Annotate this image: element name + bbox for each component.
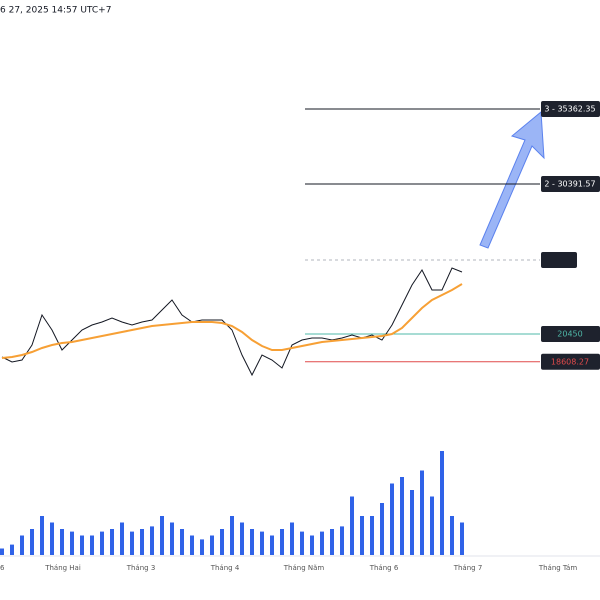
check-box [541,252,577,268]
volume-bar [220,529,224,555]
volume-bar [370,516,374,555]
volume-bar [410,490,414,555]
volume-bar [260,531,264,555]
volume-bar [130,531,134,555]
x-tick-label: Tháng 6 [369,564,399,572]
volume-bar [70,531,74,555]
volume-bar [430,496,434,555]
volume-bar [100,531,104,555]
volume-bar [360,516,364,555]
volume-bar [320,531,324,555]
volume-bar [420,470,424,555]
volume-bar [150,526,154,555]
volume-bar [230,516,234,555]
x-tick-label: Tháng Tám [538,564,578,572]
x-tick-label: Tháng 4 [210,564,240,572]
volume-bar [0,548,4,555]
volume-bar [400,477,404,555]
x-tick-label: 6 [0,564,5,572]
level-box [541,100,600,117]
header-date: 6 27, 2025 14:57 UTC+7 [0,6,111,16]
price-line [1,267,463,377]
volume-bar [450,516,454,555]
x-tick-label: Tháng Hai [44,564,81,572]
volume-bar [180,529,184,555]
volume-bar [330,529,334,555]
level-label: 2 - 30391.57 [544,179,595,188]
level-label: 18608.27 [551,357,589,366]
volume-bar [310,535,314,555]
volume-bar [60,529,64,555]
x-tick-label: Tháng Năm [283,564,325,572]
level-label: 3 - 35362.35 [544,104,595,113]
volume-bar [350,496,354,555]
x-tick-label: Tháng 3 [126,564,156,572]
volume-bar [190,535,194,555]
ma-line [1,283,463,359]
level-label: 20450 [557,329,582,338]
volume-bar [380,503,384,555]
level-box [541,175,600,192]
volume-bar [120,522,124,555]
volume-bar [20,535,24,555]
x-tick-label: Tháng 7 [453,564,483,572]
target-arrow [479,110,545,249]
volume-bar [200,539,204,555]
volume-bar [340,526,344,555]
level-box [541,325,600,342]
volume-bar [250,529,254,555]
volume-bar [40,516,44,555]
volume-bar [50,522,54,555]
volume-bar [390,483,394,555]
volume-bar [110,529,114,555]
volume-bar [80,535,84,555]
volume-bar [90,535,94,555]
volume-bar [210,535,214,555]
volume-bar [160,516,164,555]
volume-bar [170,522,174,555]
volume-bar [10,544,14,555]
level-box [541,353,600,370]
volume-bar [270,535,274,555]
volume-bar [140,529,144,555]
volume-bar [290,522,294,555]
volume-bar [240,522,244,555]
volume-bar [300,531,304,555]
volume-bar [30,529,34,555]
volume-bar [280,529,284,555]
volume-bar [460,522,464,555]
volume-bar [440,451,444,555]
